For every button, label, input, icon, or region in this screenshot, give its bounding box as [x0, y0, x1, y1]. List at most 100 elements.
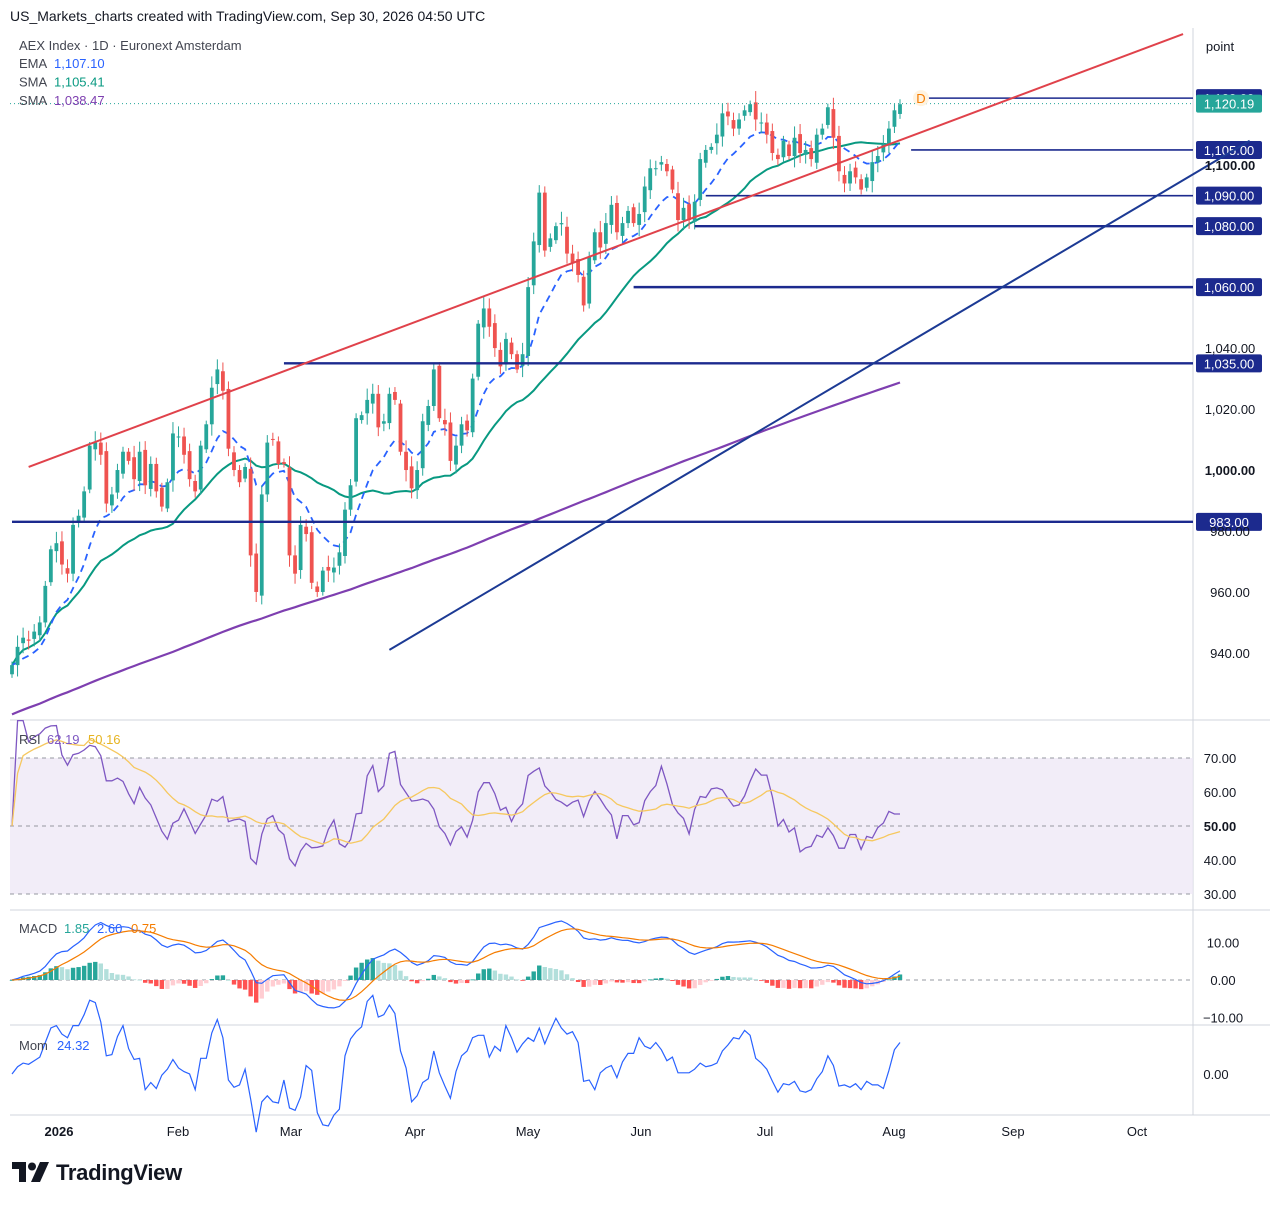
macd-histogram-bar	[342, 980, 348, 981]
macd-histogram-bar	[326, 980, 331, 992]
candle-body	[809, 148, 814, 160]
macd-histogram-bar	[365, 959, 370, 980]
candle	[825, 103, 830, 129]
candle-body	[26, 639, 31, 641]
candle	[803, 141, 808, 164]
candle	[182, 427, 186, 464]
trendline-channel-top	[28, 33, 1184, 468]
candle-body	[126, 451, 131, 461]
candle	[354, 413, 358, 487]
candle-body	[703, 149, 708, 163]
level-tag: 1,105.00	[1196, 140, 1262, 159]
indicator-legend-name: EMA	[19, 56, 48, 71]
candle	[565, 216, 569, 264]
macd-histogram-bar	[714, 978, 720, 980]
candle-body	[204, 424, 209, 450]
macd-histogram-bar	[825, 980, 831, 983]
candle-body	[443, 420, 447, 425]
candle-body	[476, 323, 481, 377]
candle-body	[676, 193, 680, 221]
candle	[509, 337, 514, 360]
macd-histogram-bar	[747, 977, 753, 980]
candle	[87, 441, 92, 494]
candle	[892, 104, 897, 133]
candle	[259, 485, 264, 605]
macd-histogram-bar	[359, 962, 364, 980]
candle	[337, 543, 342, 575]
candle-body	[171, 433, 175, 481]
level-tag-bg	[1196, 354, 1262, 373]
candle-body	[209, 387, 214, 425]
candle	[48, 545, 53, 586]
candle-body	[332, 567, 336, 573]
dividend-marker-bg	[913, 90, 929, 107]
candle-body	[359, 415, 364, 421]
candle	[476, 320, 481, 381]
candle	[731, 112, 736, 137]
candle-body	[898, 104, 902, 114]
candle-body	[731, 120, 736, 129]
candle-body	[542, 192, 547, 251]
scale-label: point	[1206, 39, 1235, 54]
time-axis[interactable]: 2026 Feb Mar Apr May Jun Jul Aug Sep Oct	[45, 1124, 1148, 1139]
candle	[431, 364, 436, 411]
candle-body	[431, 369, 436, 407]
macd-histogram-bar	[670, 980, 675, 981]
candle-body	[159, 487, 164, 507]
candle-body	[570, 253, 575, 263]
candle-body	[881, 143, 886, 153]
macd-histogram-bar	[603, 980, 609, 984]
macd-histogram-bar	[281, 980, 287, 984]
level-tag-label: 1,060.00	[1204, 280, 1255, 295]
macd-histogram-bar	[187, 980, 192, 986]
candle	[659, 155, 664, 171]
tradingview-logo: TradingView	[12, 1160, 182, 1186]
trendlines[interactable]	[28, 33, 1251, 651]
price-axis[interactable]: point 940.00 960.00 980.00 1,000.00 1,020.00 1…	[1203, 39, 1255, 1082]
candle	[554, 222, 558, 244]
candle-body	[254, 553, 259, 592]
candle-body	[492, 323, 497, 349]
candle	[287, 456, 292, 567]
candle-body	[176, 436, 181, 438]
candle-body	[698, 159, 703, 200]
candle	[309, 525, 314, 590]
macd-histogram-bar	[581, 980, 586, 987]
time-tick-label: 2026	[45, 1124, 74, 1139]
candle-body	[648, 168, 653, 191]
candle	[254, 543, 259, 603]
candle-body	[776, 154, 780, 160]
macd-histogram-bar	[387, 963, 392, 980]
indicator-legend-value: 1,105.41	[54, 75, 105, 90]
candle-body	[348, 485, 353, 510]
macd-histogram-bar	[797, 980, 803, 989]
candle	[343, 502, 347, 564]
candle-body	[642, 186, 647, 213]
time-tick-label: Mar	[280, 1124, 303, 1139]
candle-body	[154, 463, 159, 492]
candle	[581, 270, 586, 312]
candle	[326, 555, 331, 582]
mom-legend-value: 24.32	[57, 1038, 90, 1053]
macd-histogram-bar	[76, 967, 81, 980]
macd-histogram-bar	[126, 976, 131, 980]
mom-legend-name: Mom	[19, 1038, 48, 1053]
horizontal-levels[interactable]: 1,122.001,105.001,090.001,080.001,060.00…	[10, 89, 1262, 531]
candle-body	[559, 223, 564, 225]
candle	[626, 205, 630, 229]
macd-line	[11, 920, 901, 1009]
candle	[365, 388, 370, 425]
candle-body	[132, 457, 136, 480]
trading-chart[interactable]: 1,122.001,105.001,090.001,080.001,060.00…	[0, 0, 1280, 1160]
candle	[698, 152, 703, 207]
chart-frame	[10, 28, 1270, 1116]
candle	[887, 121, 891, 154]
candle	[487, 298, 492, 337]
candle	[714, 123, 719, 155]
macd-histogram-bar	[259, 980, 264, 999]
candle	[76, 509, 81, 528]
macd-histogram-bar	[470, 979, 475, 981]
candle-body	[437, 365, 442, 419]
candle	[137, 441, 142, 492]
macd-histogram-bar	[620, 980, 625, 983]
